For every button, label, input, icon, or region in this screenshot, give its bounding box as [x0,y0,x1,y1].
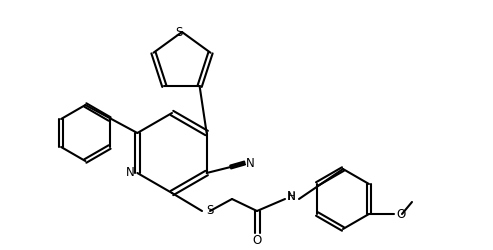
Text: O: O [252,234,262,248]
Text: H: H [288,192,296,202]
Text: N: N [126,166,135,179]
Text: S: S [176,26,183,38]
Text: N: N [246,156,255,170]
Text: O: O [396,208,405,220]
Text: N: N [287,190,296,203]
Text: S: S [206,204,213,218]
